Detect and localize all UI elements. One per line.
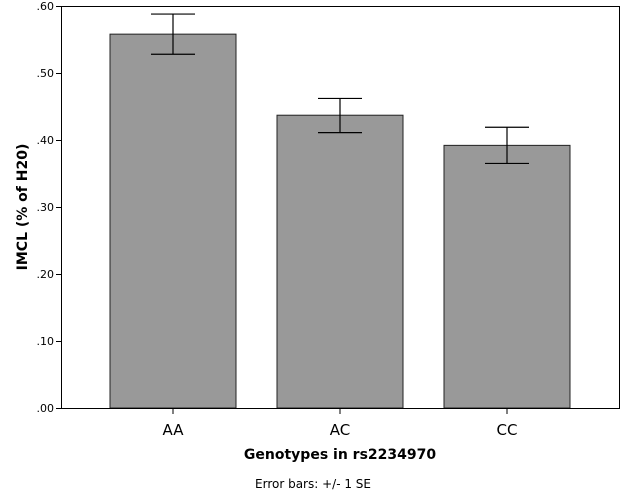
y-axis: .00 .10 .20 .30 .40 .50 .60 [37,0,62,415]
error-bar-aa [151,13,195,55]
error-bar-cc [485,126,529,165]
y-tick-label: .60 [37,0,55,13]
y-tick-label: .30 [37,201,55,214]
bar-cc [443,144,571,409]
y-axis-title: IMCL (% of H20) [15,144,31,271]
y-tick-label: .20 [37,268,55,281]
bar-ac [276,114,404,409]
error-bars-layer [151,13,529,165]
x-tick-label-aa: AA [163,421,185,439]
x-axis-title: Genotypes in rs2234970 [244,447,436,463]
y-tick-label: .50 [37,67,55,80]
y-tick-label: .40 [37,134,55,147]
error-bar-ac [318,97,362,134]
x-axis: AA AC CC [163,408,518,439]
x-tick-label-ac: AC [330,421,350,439]
error-bars-footnote: Error bars: +/- 1 SE [255,477,371,491]
bars-layer [109,33,571,409]
y-tick-label: .00 [37,402,55,415]
bar-aa [109,33,237,409]
x-tick-label-cc: CC [497,421,518,439]
y-tick-label: .10 [37,335,55,348]
